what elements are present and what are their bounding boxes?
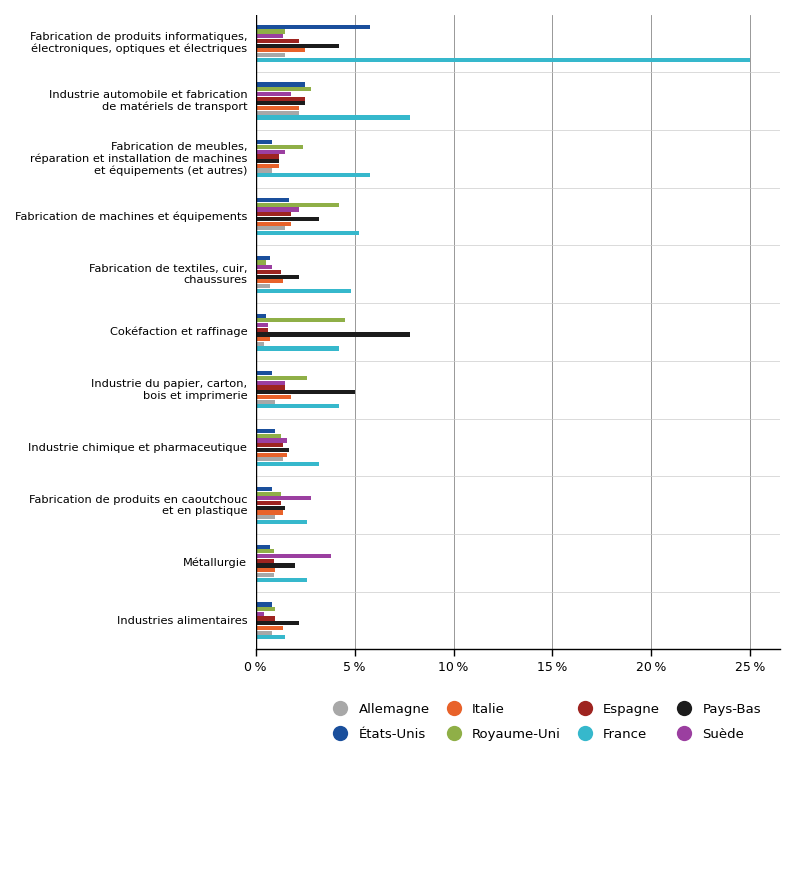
- Bar: [256, 404, 339, 408]
- Bar: [256, 371, 272, 376]
- Bar: [256, 434, 281, 438]
- Bar: [256, 274, 299, 279]
- Bar: [256, 110, 299, 115]
- Bar: [256, 573, 273, 577]
- Bar: [256, 284, 270, 288]
- Bar: [256, 222, 291, 226]
- Bar: [256, 457, 283, 462]
- Bar: [256, 289, 351, 293]
- Bar: [256, 554, 331, 558]
- Bar: [256, 48, 305, 53]
- Bar: [256, 92, 291, 96]
- Bar: [256, 399, 276, 404]
- Bar: [256, 611, 264, 616]
- Bar: [256, 208, 299, 212]
- Bar: [256, 53, 285, 57]
- Bar: [256, 347, 339, 350]
- Bar: [256, 453, 287, 456]
- Bar: [256, 58, 750, 62]
- Bar: [256, 256, 270, 260]
- Bar: [256, 150, 285, 154]
- Bar: [256, 501, 281, 505]
- Bar: [256, 217, 319, 221]
- Bar: [256, 226, 285, 230]
- Bar: [256, 88, 311, 91]
- Bar: [256, 559, 273, 563]
- Bar: [256, 577, 307, 582]
- Bar: [256, 44, 339, 47]
- Bar: [256, 202, 339, 207]
- Bar: [256, 173, 370, 177]
- Bar: [256, 279, 283, 284]
- Bar: [256, 30, 285, 33]
- Bar: [256, 159, 280, 163]
- Bar: [256, 519, 307, 524]
- Bar: [256, 231, 359, 235]
- Bar: [256, 116, 410, 120]
- Bar: [256, 323, 268, 327]
- Bar: [256, 328, 268, 332]
- Bar: [256, 496, 311, 500]
- Bar: [256, 626, 283, 630]
- Bar: [256, 545, 270, 548]
- Bar: [256, 25, 370, 29]
- Bar: [256, 376, 307, 380]
- Bar: [256, 314, 266, 318]
- Bar: [256, 448, 289, 452]
- Bar: [256, 39, 299, 43]
- Bar: [256, 198, 289, 202]
- Bar: [256, 635, 285, 639]
- Bar: [256, 429, 276, 434]
- Bar: [256, 439, 287, 442]
- Bar: [256, 487, 272, 491]
- Bar: [256, 381, 285, 385]
- Bar: [256, 631, 272, 635]
- Bar: [256, 332, 410, 336]
- Bar: [256, 515, 276, 519]
- Bar: [256, 270, 281, 274]
- Bar: [256, 342, 264, 346]
- Bar: [256, 511, 283, 514]
- Bar: [256, 390, 355, 394]
- Legend: Allemagne, États-Unis, Italie, Royaume-Uni, Espagne, France, Pays-Bas, Suède: Allemagne, États-Unis, Italie, Royaume-U…: [327, 703, 761, 741]
- Bar: [256, 462, 319, 466]
- Bar: [256, 563, 295, 568]
- Bar: [256, 549, 273, 554]
- Bar: [256, 34, 283, 39]
- Bar: [256, 443, 283, 448]
- Bar: [256, 607, 276, 611]
- Bar: [256, 96, 305, 101]
- Bar: [256, 569, 276, 572]
- Bar: [256, 168, 272, 173]
- Bar: [256, 154, 280, 159]
- Bar: [256, 140, 272, 145]
- Bar: [256, 265, 272, 269]
- Bar: [256, 82, 305, 87]
- Bar: [256, 617, 276, 620]
- Bar: [256, 145, 303, 149]
- Bar: [256, 212, 291, 216]
- Bar: [256, 395, 291, 399]
- Bar: [256, 164, 280, 168]
- Bar: [256, 260, 266, 265]
- Bar: [256, 621, 299, 625]
- Bar: [256, 505, 285, 510]
- Bar: [256, 102, 305, 105]
- Bar: [256, 318, 345, 322]
- Bar: [256, 337, 270, 342]
- Bar: [256, 385, 285, 390]
- Bar: [256, 491, 281, 496]
- Bar: [256, 106, 299, 110]
- Bar: [256, 603, 272, 606]
